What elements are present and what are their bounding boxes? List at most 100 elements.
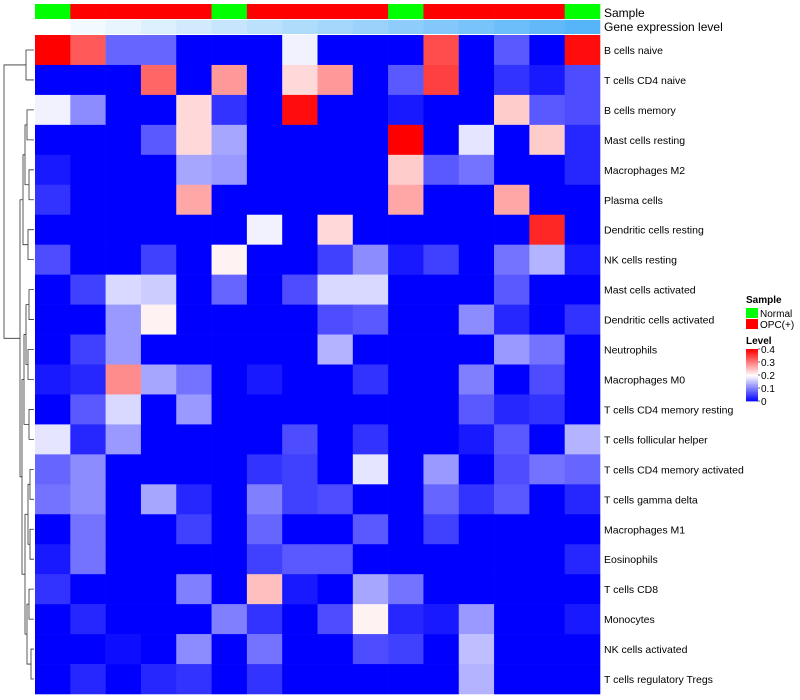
dendrogram-branch <box>29 528 34 560</box>
heatmap-cell <box>282 514 318 545</box>
heatmap-cell <box>246 35 283 66</box>
legend-level-colorbar: 0.4 0.3 0.2 0.1 0 <box>746 345 775 408</box>
heatmap-cell <box>35 364 71 395</box>
gene-expression-annotation-cell <box>246 20 283 34</box>
colorbar-tick-label: 0.2 <box>761 371 775 382</box>
heatmap-cell <box>105 514 142 545</box>
heatmap-cell <box>176 544 212 575</box>
heatmap-cell <box>105 124 142 156</box>
heatmap-cell <box>246 424 283 455</box>
heatmap-cell <box>564 664 601 695</box>
heatmap-cell <box>458 664 495 695</box>
heatmap-cell <box>70 35 106 66</box>
heatmap-cell <box>246 244 283 275</box>
heatmap-cell <box>564 364 601 395</box>
colorbar-segment <box>746 352 758 355</box>
colorbar-tick-label: 0.1 <box>761 384 775 395</box>
heatmap-cell <box>70 64 106 96</box>
heatmap-cell <box>458 484 495 515</box>
gene-expression-annotation-cell <box>494 20 530 34</box>
heatmap-cell <box>282 634 318 665</box>
dendrogram-branch <box>22 154 28 246</box>
heatmap-cell <box>317 94 354 126</box>
heatmap-cell <box>176 35 212 66</box>
heatmap-cell <box>564 154 601 186</box>
heatmap-cell <box>70 664 106 695</box>
heatmap-cell <box>140 334 177 365</box>
heatmap-cell <box>529 634 565 665</box>
heatmap-cell <box>105 334 142 365</box>
heatmap-cell <box>70 304 106 335</box>
colorbar-segment <box>746 349 758 351</box>
heatmap-cell <box>458 574 495 605</box>
heatmap-cell <box>35 154 71 186</box>
sample-annotation-cell <box>246 4 283 19</box>
heatmap-cell <box>494 364 530 395</box>
heatmap-cell <box>423 35 460 66</box>
colorbar-segment <box>746 375 758 377</box>
heatmap-cell <box>564 514 601 545</box>
heatmap-cell <box>423 124 460 156</box>
heatmap-cell <box>529 244 565 275</box>
heatmap-cell <box>105 394 142 425</box>
heatmap-cell <box>140 304 177 335</box>
sample-annotation-label: Sample <box>604 6 645 20</box>
heatmap-cell <box>494 544 530 575</box>
heatmap-cell <box>423 214 460 245</box>
colorbar-segment <box>746 371 758 373</box>
heatmap-cell <box>140 184 177 216</box>
gene-expression-annotation-cell <box>423 20 460 34</box>
colorbar-segment <box>746 355 758 358</box>
heatmap-cell <box>140 35 177 66</box>
heatmap-cell <box>317 424 354 455</box>
heatmap-cell <box>211 35 248 66</box>
heatmap-cell <box>282 304 318 335</box>
heatmap-cell <box>352 214 389 245</box>
heatmap-cell <box>140 394 177 425</box>
heatmap-cell <box>211 604 248 635</box>
heatmap-cell <box>564 484 601 515</box>
heatmap-cell <box>140 514 177 545</box>
heatmap-cell <box>246 334 283 365</box>
heatmap-cell <box>282 64 318 96</box>
heatmap-cell <box>352 454 389 485</box>
heatmap-cell <box>176 124 212 156</box>
heatmap-cell <box>70 334 106 365</box>
heatmap-cell <box>352 244 389 275</box>
heatmap-cell <box>494 154 530 186</box>
colorbar-segment <box>746 398 758 401</box>
dendrogram-branch <box>30 648 34 680</box>
heatmap-cell <box>388 364 424 395</box>
heatmap-cell <box>282 274 318 305</box>
heatmap-cell <box>317 664 354 695</box>
heatmap-cell <box>423 94 460 126</box>
heatmap-cell <box>388 154 424 186</box>
heatmap-cell <box>140 214 177 245</box>
heatmap-cell <box>317 574 354 605</box>
row-label: Neutrophils <box>604 345 657 357</box>
heatmap-cell <box>246 364 283 395</box>
heatmap-cell <box>35 514 71 545</box>
heatmap-cell <box>352 64 389 96</box>
heatmap-cell <box>35 664 71 695</box>
row-label: NK cells resting <box>604 255 677 267</box>
heatmap-cell <box>176 154 212 186</box>
heatmap-cell <box>282 214 318 245</box>
heatmap-cell <box>352 94 389 126</box>
heatmap-cell <box>176 424 212 455</box>
heatmap-cell <box>388 604 424 635</box>
row-label: Macrophages M2 <box>604 165 685 177</box>
heatmap-cell <box>529 664 565 695</box>
heatmap-cell <box>564 454 601 485</box>
heatmap-cell <box>352 184 389 216</box>
heatmap-cell <box>564 304 601 335</box>
gene-expression-annotation-cell <box>317 20 354 34</box>
dendrogram-branch <box>28 588 34 620</box>
heatmap-cell <box>140 154 177 186</box>
heatmap-cell <box>564 244 601 275</box>
heatmap-cell <box>423 634 460 665</box>
row-labels: B cells naive T cells CD4 naive B cells me… <box>604 45 744 686</box>
heatmap-cell <box>211 274 248 305</box>
row-label: Dendritic cells activated <box>604 315 714 327</box>
